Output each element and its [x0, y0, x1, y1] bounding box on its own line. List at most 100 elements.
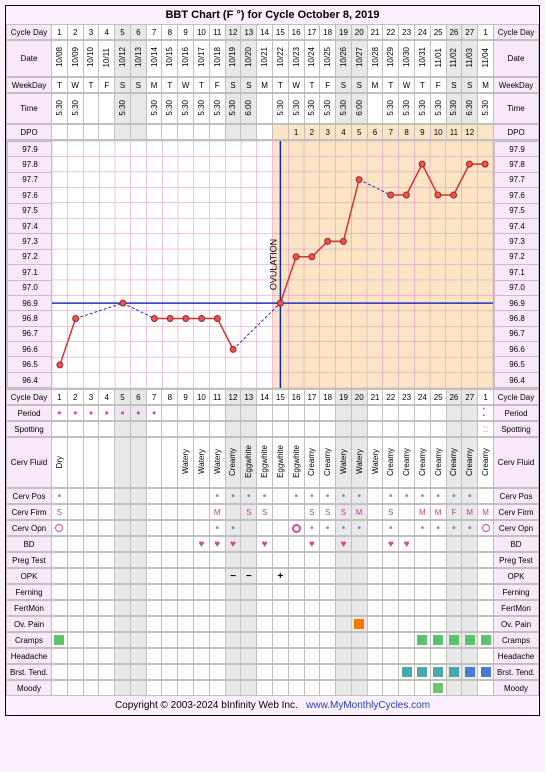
dpo-label: DPO [7, 125, 52, 140]
day-cell [115, 633, 131, 648]
day-cell: 11/04 [478, 41, 494, 77]
day-cell: 11/03 [462, 41, 478, 77]
day-cell: Creamy [446, 438, 462, 488]
day-cell [399, 681, 415, 696]
day-cell [462, 537, 478, 552]
day-cell [257, 617, 273, 632]
day-cell [414, 617, 430, 632]
day-cell [99, 94, 115, 124]
day-cell: • [130, 406, 146, 421]
day-cell [209, 601, 225, 616]
day-cell: 10/22 [272, 41, 288, 77]
day-cell: 2 [67, 25, 83, 40]
day-cell [446, 681, 462, 696]
day-cell [288, 585, 304, 600]
day-cell [115, 489, 131, 504]
day-cell: • [414, 489, 430, 504]
copyright: Copyright © 2003-2024 bInfinity Web Inc.… [6, 696, 539, 715]
day-cell: W [178, 78, 194, 93]
day-cell [162, 489, 178, 504]
day-cell [288, 681, 304, 696]
day-cell: 9 [178, 390, 194, 405]
day-cell [178, 537, 194, 552]
day-cell: 5:30 [399, 94, 415, 124]
day-cell [304, 649, 320, 664]
day-cell: • [320, 489, 336, 504]
day-cell [383, 422, 399, 437]
day-cell: Creamy [225, 438, 241, 488]
day-cell [478, 553, 494, 568]
day-cell: S [241, 505, 257, 520]
day-cell [351, 649, 367, 664]
day-cell [272, 649, 288, 664]
day-cell [288, 569, 304, 584]
day-cell: M [478, 505, 494, 520]
day-cell: Creamy [478, 438, 494, 488]
day-cell: • [304, 521, 320, 536]
day-cell: • [351, 521, 367, 536]
day-cell: T [52, 78, 68, 93]
day-cell [52, 585, 68, 600]
day-cell [99, 649, 115, 664]
day-cell [146, 537, 162, 552]
day-cell: 10/31 [414, 41, 430, 77]
day-cell [383, 601, 399, 616]
day-cell [383, 665, 399, 680]
day-cell: ⠅ [478, 406, 494, 421]
day-cell: 7 [383, 125, 399, 140]
day-cell [146, 617, 162, 632]
day-cell [367, 569, 383, 584]
day-cell [67, 422, 83, 437]
day-cell [162, 125, 178, 140]
day-cell [399, 601, 415, 616]
date-row: Date 10/0810/0910/1010/1110/1210/1310/14… [7, 41, 539, 77]
day-cell [225, 617, 241, 632]
day-cell: • [336, 489, 352, 504]
day-cell: • [320, 521, 336, 536]
day-cell [178, 665, 194, 680]
day-cell [52, 617, 68, 632]
day-cell [209, 681, 225, 696]
day-cell: 11 [209, 390, 225, 405]
day-cell: • [209, 521, 225, 536]
day-cell [130, 601, 146, 616]
day-cell: 10/24 [304, 41, 320, 77]
day-cell [367, 406, 383, 421]
day-cell [414, 553, 430, 568]
day-cell [272, 585, 288, 600]
day-cell: 16 [288, 390, 304, 405]
day-cell: T [272, 78, 288, 93]
day-cell [162, 422, 178, 437]
day-cell [67, 601, 83, 616]
day-cell: T [194, 78, 210, 93]
day-cell [194, 422, 210, 437]
day-cell: 5:30 [430, 94, 446, 124]
day-cell [304, 681, 320, 696]
day-cell: F [320, 78, 336, 93]
day-cell [225, 505, 241, 520]
day-cell [367, 617, 383, 632]
day-cell [241, 521, 257, 536]
day-cell [257, 681, 273, 696]
day-cell: 5:30 [446, 94, 462, 124]
day-cell: − [241, 569, 257, 584]
day-cell: 9 [414, 125, 430, 140]
day-cell: ♥ [225, 537, 241, 552]
day-cell [414, 681, 430, 696]
day-cell: T [414, 78, 430, 93]
day-cell [430, 553, 446, 568]
day-cell [414, 649, 430, 664]
day-cell: 3 [83, 25, 99, 40]
day-cell [130, 633, 146, 648]
day-cell: 7 [146, 390, 162, 405]
day-cell [241, 406, 257, 421]
day-cell [351, 422, 367, 437]
day-cell: 12 [225, 390, 241, 405]
day-cell [478, 617, 494, 632]
day-cell [257, 665, 273, 680]
day-cell [383, 617, 399, 632]
day-cell [99, 585, 115, 600]
day-cell [67, 569, 83, 584]
site-link[interactable]: www.MyMonthlyCycles.com [306, 700, 430, 711]
time-row: Time 5:305:305:305:305:305:305:305:305:3… [7, 94, 539, 124]
